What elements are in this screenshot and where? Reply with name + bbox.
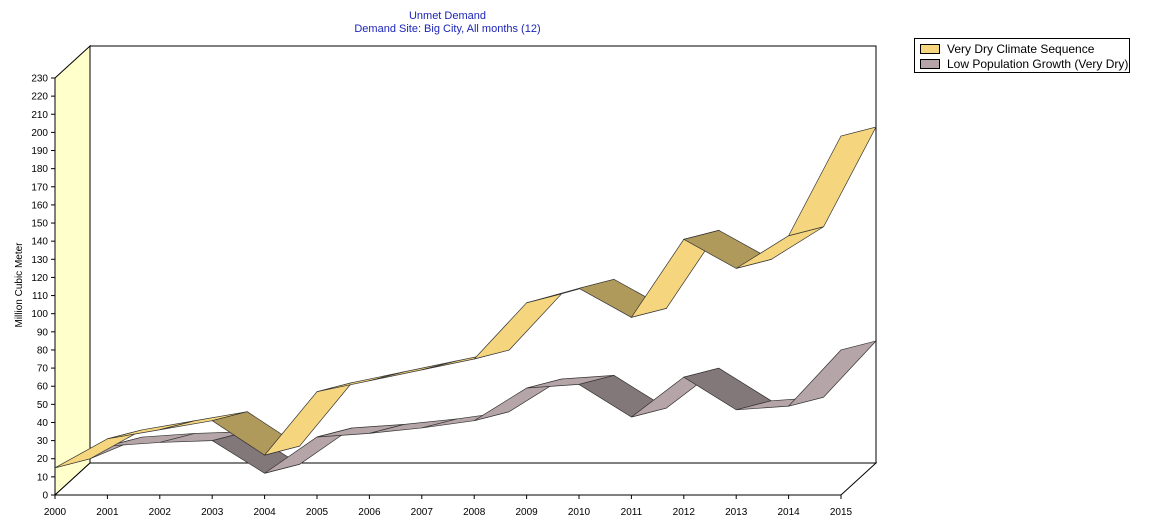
x-tick-label: 2011 xyxy=(621,507,643,518)
legend-label: Low Population Growth (Very Dry) xyxy=(947,56,1129,71)
x-tick-label: 2010 xyxy=(568,507,591,518)
legend-item: Very Dry Climate Sequence xyxy=(920,41,1129,56)
y-tick-label: 170 xyxy=(31,182,48,193)
legend-swatch xyxy=(920,43,940,54)
x-tick-label: 2004 xyxy=(253,507,276,518)
y-tick-label: 40 xyxy=(37,418,49,429)
y-tick-label: 90 xyxy=(37,327,49,338)
legend-item: Low Population Growth (Very Dry) xyxy=(920,56,1129,71)
y-tick-label: 50 xyxy=(37,400,49,411)
y-tick-label: 110 xyxy=(32,291,48,302)
y-tick-label: 180 xyxy=(31,164,48,175)
x-tick-label: 2015 xyxy=(830,507,853,518)
x-tick-label: 2012 xyxy=(673,507,696,518)
y-tick-label: 130 xyxy=(31,255,48,266)
y-tick-label: 0 xyxy=(42,491,48,502)
y-tick-label: 230 xyxy=(31,74,48,85)
chart-subtitle: Demand Site: Big City, All months (12) xyxy=(354,23,541,35)
legend-swatch xyxy=(920,58,940,69)
floor xyxy=(53,462,878,496)
y-tick-label: 80 xyxy=(37,345,49,356)
x-tick-label: 2013 xyxy=(725,507,748,518)
x-tick-label: 2002 xyxy=(149,507,172,518)
chart-legend: Very Dry Climate Sequence Low Population… xyxy=(914,38,1130,73)
x-tick-label: 2006 xyxy=(358,507,381,518)
x-tick-label: 2009 xyxy=(515,507,538,518)
y-axis-label: Million Cubic Meter xyxy=(14,242,25,328)
y-tick-label: 200 xyxy=(31,128,48,139)
x-tick-label: 2003 xyxy=(201,507,224,518)
chart-title-block: Unmet Demand Demand Site: Big City, All … xyxy=(0,10,895,36)
y-tick-label: 150 xyxy=(31,219,48,230)
x-tick-label: 2007 xyxy=(411,507,434,518)
y-tick-label: 70 xyxy=(37,364,49,375)
ribbon-segment xyxy=(787,340,878,407)
chart-title: Unmet Demand xyxy=(408,10,487,22)
y-tick-label: 20 xyxy=(37,454,49,465)
y-tick-label: 190 xyxy=(31,146,48,157)
y-tick-label: 60 xyxy=(37,382,49,393)
y-tick-label: 10 xyxy=(37,472,49,483)
y-tick-label: 30 xyxy=(37,436,49,447)
y-tick-label: 220 xyxy=(31,92,48,103)
y-tick-label: 100 xyxy=(31,309,48,320)
x-tick-label: 2014 xyxy=(777,507,800,518)
y-tick-label: 140 xyxy=(31,237,48,248)
y-tick-label: 210 xyxy=(31,110,48,121)
left-wall xyxy=(54,44,91,497)
ribbon-segment xyxy=(787,126,877,237)
y-tick-label: 120 xyxy=(31,273,48,284)
x-tick-label: 2008 xyxy=(463,507,486,518)
x-tick-label: 2001 xyxy=(96,507,119,518)
x-tick-label: 2000 xyxy=(44,507,67,518)
legend-label: Very Dry Climate Sequence xyxy=(947,41,1095,56)
x-tick-label: 2005 xyxy=(306,507,329,518)
y-tick-label: 160 xyxy=(31,200,48,211)
